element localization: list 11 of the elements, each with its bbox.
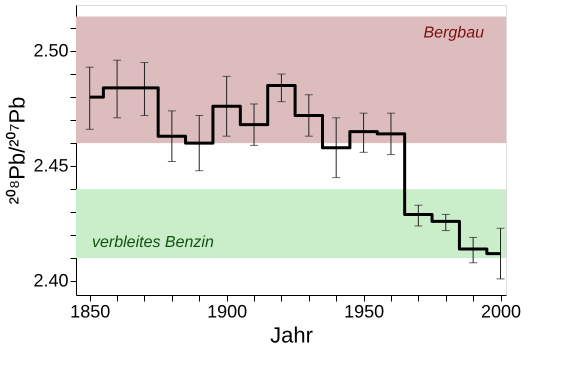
y-axis-title: ²⁰⁸Pb/²⁰⁷Pb — [4, 96, 30, 204]
x-tick-label: 1900 — [207, 302, 248, 322]
y-tick-label: 2.45 — [33, 156, 68, 176]
band-label: Bergbau — [424, 24, 484, 42]
x-tick-label: 1950 — [344, 302, 384, 322]
y-tick-label: 2.50 — [33, 40, 68, 61]
x-tick-label: 1850 — [70, 302, 110, 322]
x-tick-label: 2000 — [481, 302, 522, 322]
y-tick-label: 2.40 — [33, 270, 68, 291]
band-label: verbleites Benzin — [92, 234, 214, 252]
x-axis-title: Jahr — [270, 322, 313, 348]
